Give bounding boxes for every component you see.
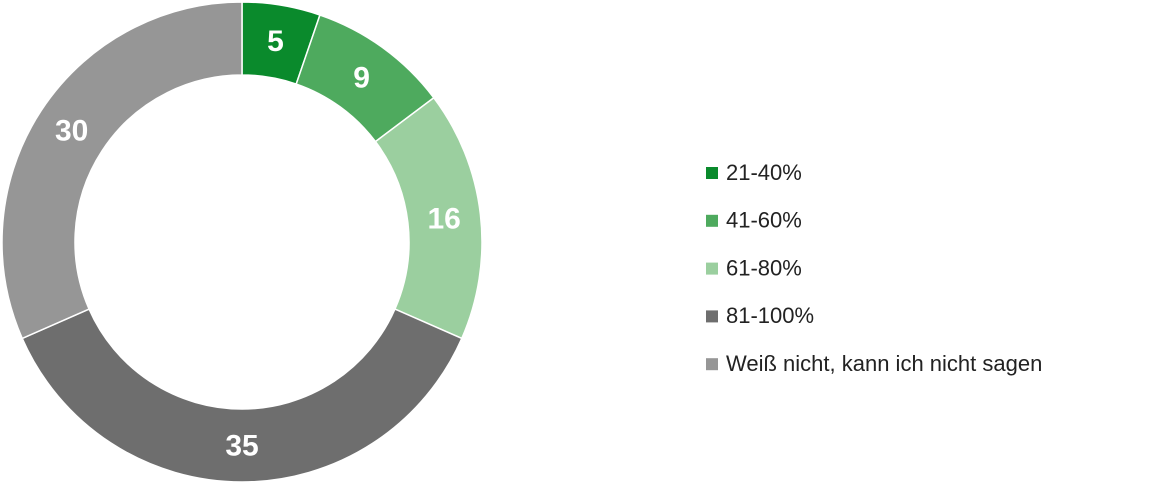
legend-swatch [706,214,718,227]
data-label: 16 [427,202,460,235]
legend-label: 81-100% [726,303,814,328]
legend-swatch [706,262,718,275]
legend-label: 61-80% [726,255,802,280]
legend-swatch [706,167,718,179]
legend-swatch [706,358,718,371]
legend-label: 41-60% [726,208,802,233]
data-label: 30 [55,115,88,148]
data-label: 5 [267,25,284,58]
donut-slice [21,308,463,483]
data-label: 9 [353,61,370,94]
donut-slice [1,1,243,340]
legend-label: 21-40% [726,160,802,185]
data-label: 35 [225,429,258,462]
legend-swatch [706,310,718,323]
legend-label: Weiß nicht, kann ich nicht sagen [726,351,1042,376]
